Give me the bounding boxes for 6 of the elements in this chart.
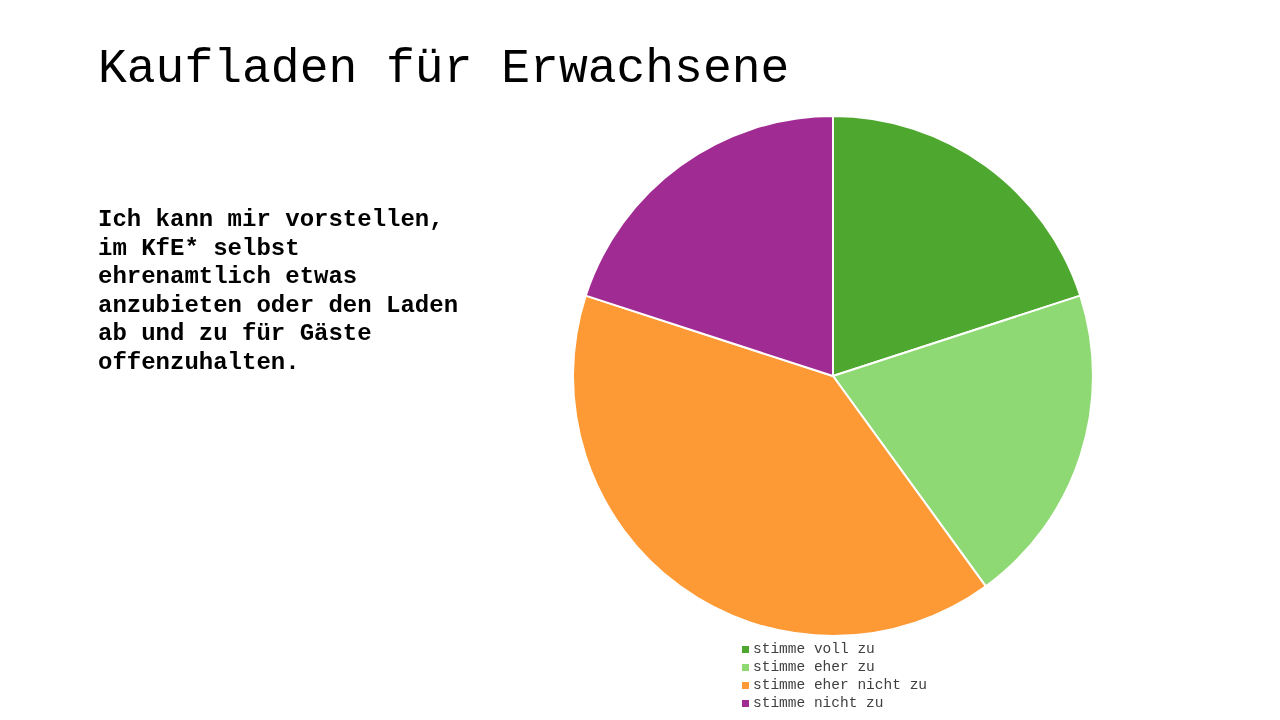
legend-label: stimme nicht zu <box>753 694 884 712</box>
chart-title: Kaufladen für Erwachsene <box>98 42 790 96</box>
legend-label: stimme eher nicht zu <box>753 676 928 694</box>
text: Ich kann mir vorstellen, im KfE* selbst ehrenamtlich etwas anzubieten oder den Laden ab und zu für Gäste offenzuhalten. <box>98 206 460 377</box>
legend-label: stimme voll zu <box>753 640 875 658</box>
legend-label: stimme eher zu <box>753 658 875 676</box>
